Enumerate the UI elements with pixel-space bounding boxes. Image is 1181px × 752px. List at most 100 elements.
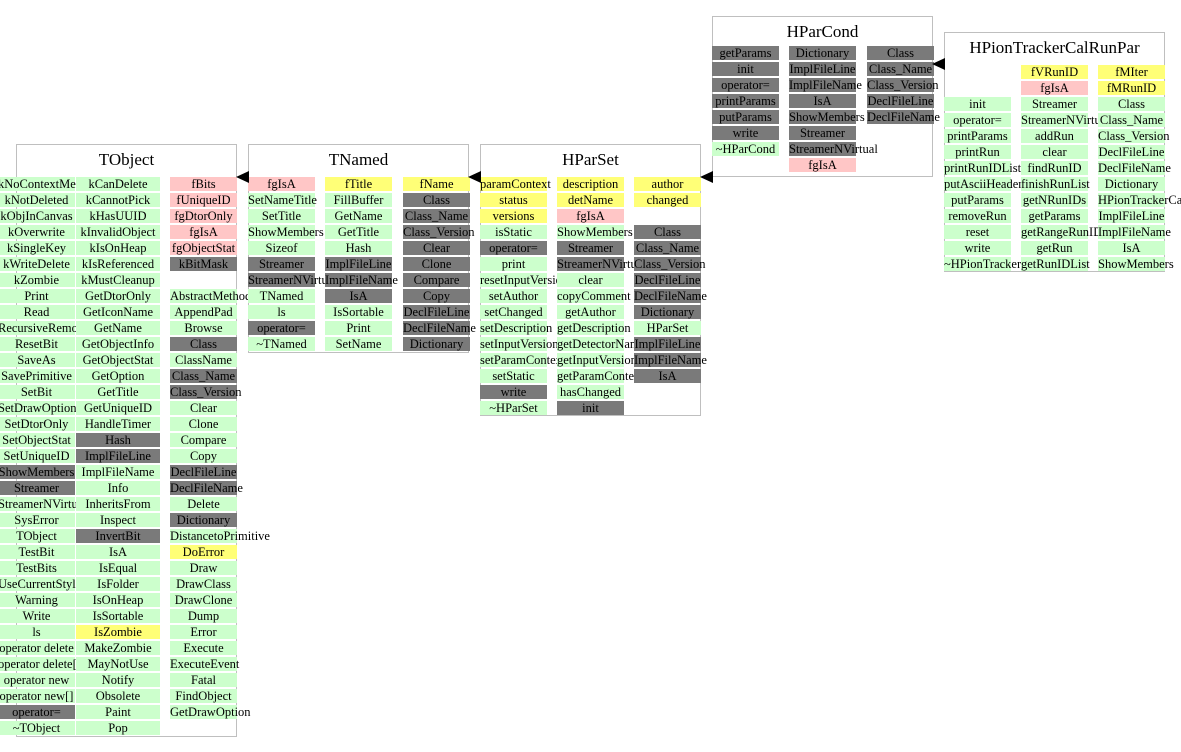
member-implfileline: ImplFileLine xyxy=(325,257,392,271)
member-getname: GetName xyxy=(325,209,392,223)
member-compare: Compare xyxy=(170,433,237,447)
member-issortable: IsSortable xyxy=(325,305,392,319)
member-description: description xyxy=(557,177,624,191)
member-setauthor: setAuthor xyxy=(480,289,547,303)
member-declfileline: DeclFileLine xyxy=(403,305,470,319)
member-resetinputversions: resetInputVersions xyxy=(480,273,574,287)
member-hash: Hash xyxy=(76,433,160,447)
member-getdtoronly: GetDtorOnly xyxy=(76,289,160,303)
member-operator-delete: operator delete xyxy=(0,641,75,655)
class-title: HParSet xyxy=(562,150,619,169)
member-warning: Warning xyxy=(0,593,75,607)
member-class: Class xyxy=(403,193,470,207)
member-class-name: Class_Name xyxy=(403,209,470,223)
member-dump: Dump xyxy=(170,609,237,623)
member-removerun: removeRun xyxy=(944,209,1011,223)
member-setuniqueid: SetUniqueID xyxy=(0,449,75,463)
member-paint: Paint xyxy=(76,705,160,719)
member-class-version: Class_Version xyxy=(403,225,475,239)
member-clear: clear xyxy=(1021,145,1088,159)
member-doerror: DoError xyxy=(170,545,237,559)
member-inspect: Inspect xyxy=(76,513,160,527)
member-class-version: Class_Version xyxy=(634,257,706,271)
member-knocontextmenu: kNoContextMenu xyxy=(0,177,89,191)
inherit-arrow-tnamed-tobject xyxy=(236,171,249,183)
member-isa: IsA xyxy=(76,545,160,559)
member-kinvalidobject: kInvalidObject xyxy=(76,225,160,239)
member-operator: operator= xyxy=(944,113,1011,127)
member-operator: operator= xyxy=(0,705,75,719)
member-maynotuse: MayNotUse xyxy=(76,657,160,671)
member-copycomment: copyComment xyxy=(557,289,631,303)
member-init: init xyxy=(712,62,779,76)
member-dictionary: Dictionary xyxy=(634,305,701,319)
member-getparams: getParams xyxy=(712,46,779,60)
member-isa: IsA xyxy=(325,289,392,303)
member-clear: Clear xyxy=(170,401,237,415)
class-title: HPionTrackerCalRunPar xyxy=(969,38,1140,57)
member-fvrunid: fVRunID xyxy=(1021,65,1088,79)
member-showmembers: ShowMembers xyxy=(1098,257,1174,271)
member-drawclass: DrawClass xyxy=(170,577,237,591)
member-findobject: FindObject xyxy=(170,689,237,703)
member-streamer: Streamer xyxy=(557,241,624,255)
member-kbitmask: kBitMask xyxy=(170,257,237,271)
member-streamer: Streamer xyxy=(789,126,856,140)
member-declfileline: DeclFileLine xyxy=(634,273,701,287)
member-funiqueid: fUniqueID xyxy=(170,193,237,207)
member-setdescription: setDescription xyxy=(480,321,553,335)
member-fmiter: fMIter xyxy=(1098,65,1165,79)
member-tnamed: TNamed xyxy=(248,289,315,303)
member-hpiontrackercalrunpar: ~HPionTrackerCalRunPar xyxy=(944,257,1076,271)
member-fbits: fBits xyxy=(170,177,237,191)
member-syserror: SysError xyxy=(0,513,75,527)
member-declfilename: DeclFileName xyxy=(1098,161,1171,175)
member-getobjectinfo: GetObjectInfo xyxy=(76,337,160,351)
member-fmrunid: fMRunID xyxy=(1098,81,1165,95)
member-setname: SetName xyxy=(325,337,392,351)
member-class: Class xyxy=(170,337,237,351)
member-getdrawoption: GetDrawOption xyxy=(170,705,251,719)
member-dictionary: Dictionary xyxy=(170,513,237,527)
member-implfilename: ImplFileName xyxy=(325,273,398,287)
member-isequal: IsEqual xyxy=(76,561,160,575)
member-class: Class xyxy=(867,46,934,60)
member-setbit: SetBit xyxy=(0,385,75,399)
member-execute: Execute xyxy=(170,641,237,655)
class-title: TNamed xyxy=(328,150,389,169)
member-fillbuffer: FillBuffer xyxy=(325,193,392,207)
member-operator: operator= xyxy=(248,321,315,335)
member-koverwrite: kOverwrite xyxy=(0,225,75,239)
member-isa: IsA xyxy=(789,94,856,108)
member-hpiontrackercalrunpar: HPionTrackerCalRunPar xyxy=(1098,193,1181,207)
member-class: Class xyxy=(1098,97,1165,111)
member-haschanged: hasChanged xyxy=(557,385,624,399)
member-getobjectstat: GetObjectStat xyxy=(76,353,160,367)
member-fgisa: fgIsA xyxy=(1021,81,1088,95)
member-implfileline: ImplFileLine xyxy=(1098,209,1165,223)
member-class-name: Class_Name xyxy=(1098,113,1165,127)
member-makezombie: MakeZombie xyxy=(76,641,160,655)
member-putparams: putParams xyxy=(944,193,1011,207)
member-gettitle: GetTitle xyxy=(76,385,160,399)
member-isstatic: isStatic xyxy=(480,225,547,239)
member-copy: Copy xyxy=(170,449,237,463)
member-hash: Hash xyxy=(325,241,392,255)
member-dictionary: Dictionary xyxy=(789,46,856,60)
member-executeevent: ExecuteEvent xyxy=(170,657,240,671)
member-ls: ls xyxy=(0,625,75,639)
member-streamer: Streamer xyxy=(0,481,75,495)
member-kisonheap: kIsOnHeap xyxy=(76,241,160,255)
member-streamernvirtual: StreamerNVirtual xyxy=(0,497,87,511)
member-distancetoprimitive: DistancetoPrimitive xyxy=(170,529,270,543)
member-appendpad: AppendPad xyxy=(170,305,237,319)
member-resetbit: ResetBit xyxy=(0,337,75,351)
member-clone: Clone xyxy=(170,417,237,431)
member-write: write xyxy=(480,385,547,399)
member-versions: versions xyxy=(480,209,547,223)
member-dictionary: Dictionary xyxy=(403,337,470,351)
member-showmembers: ShowMembers xyxy=(248,225,324,239)
member-clone: Clone xyxy=(403,257,470,271)
member-read: Read xyxy=(0,305,75,319)
member-hparcond: ~HParCond xyxy=(712,142,779,156)
